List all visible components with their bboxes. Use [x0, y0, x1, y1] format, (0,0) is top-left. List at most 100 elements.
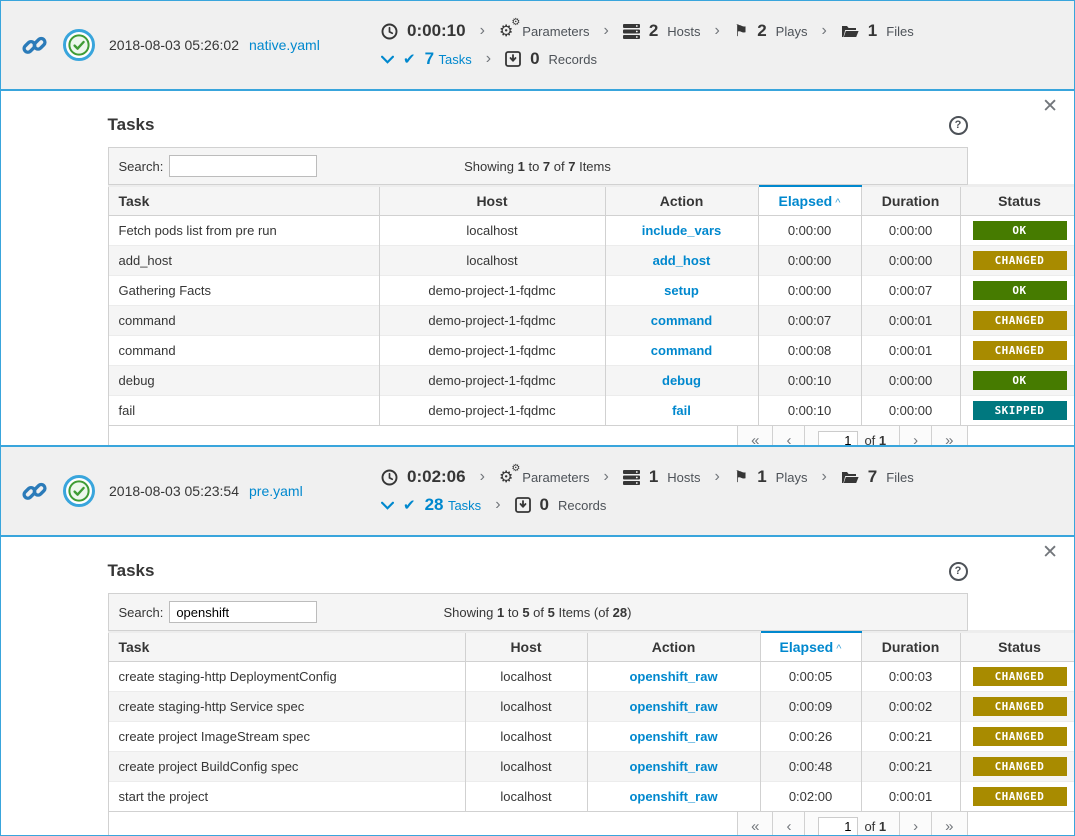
cell-duration: 0:00:03 [861, 662, 960, 692]
cell-host: demo-project-1-fqdmc [379, 306, 605, 336]
first-page-button[interactable]: « [737, 812, 772, 835]
hosts-link[interactable]: Hosts [667, 470, 700, 485]
action-link[interactable]: add_host [653, 253, 711, 268]
page-number-input[interactable] [818, 817, 858, 835]
parameters-link[interactable]: Parameters [522, 24, 589, 39]
help-icon[interactable]: ? [949, 562, 968, 581]
cell-task: Fetch pods list from pre run [108, 216, 379, 246]
column-header-host[interactable]: Host [379, 186, 605, 216]
playbook-record-bar[interactable]: 2018-08-03 05:23:54 pre.yaml 0:02:06 › ⚙… [1, 447, 1074, 537]
previous-page-button[interactable]: ‹ [772, 426, 804, 447]
close-icon[interactable]: ✕ [1042, 543, 1058, 562]
records-icon [515, 497, 531, 513]
action-link[interactable]: include_vars [642, 223, 722, 238]
cell-status: CHANGED [960, 306, 1074, 336]
parameters-link[interactable]: Parameters [522, 470, 589, 485]
cell-status: CHANGED [960, 246, 1074, 276]
chevron-down-icon[interactable] [381, 501, 394, 510]
record-timestamp: 2018-08-03 05:26:02 [109, 37, 243, 53]
column-header-action[interactable]: Action [587, 632, 760, 662]
last-page-button[interactable]: » [931, 812, 966, 835]
action-link[interactable]: openshift_raw [629, 729, 717, 744]
records-link[interactable]: Records [549, 52, 597, 67]
next-page-button[interactable]: › [899, 426, 931, 447]
column-header-task[interactable]: Task [108, 632, 465, 662]
text-segment: of [550, 159, 568, 174]
status-badge: OK [973, 371, 1067, 390]
column-label: Duration [882, 639, 940, 655]
previous-page-button[interactable]: ‹ [772, 812, 804, 835]
hosts-count: 1 [649, 467, 658, 487]
text-segment: to [504, 605, 522, 620]
panel-title: Tasks [108, 115, 155, 135]
playbook-link[interactable]: native.yaml [249, 37, 381, 53]
tasks-label: Tasks [448, 498, 481, 513]
table-header-row: TaskHost Action Elapsed ^ Duration Status [108, 632, 1074, 662]
last-page-button[interactable]: » [931, 426, 966, 447]
hosts-link[interactable]: Hosts [667, 24, 700, 39]
permalink-icon[interactable] [21, 32, 48, 59]
table-row: debugdemo-project-1-fqdmcdebug0:00:100:0… [108, 366, 1074, 396]
page-indicator: of 1 [804, 426, 899, 447]
close-icon[interactable]: ✕ [1042, 97, 1058, 116]
action-link[interactable]: openshift_raw [629, 789, 717, 804]
column-header-elapsed[interactable]: Elapsed ^ [760, 632, 861, 662]
next-page-button[interactable]: › [899, 812, 931, 835]
column-header-status[interactable]: Status [960, 186, 1074, 216]
files-link[interactable]: Files [886, 470, 913, 485]
column-label: Task [119, 193, 150, 209]
tasks-link[interactable]: 7 Tasks [425, 49, 472, 69]
column-header-status[interactable]: Status [960, 632, 1074, 662]
action-link[interactable]: setup [664, 283, 699, 298]
cell-action: openshift_raw [587, 752, 760, 782]
search-input[interactable] [169, 601, 317, 623]
action-link[interactable]: command [651, 343, 712, 358]
cell-host: demo-project-1-fqdmc [379, 336, 605, 366]
cell-host: demo-project-1-fqdmc [379, 366, 605, 396]
chevron-right-icon: › [598, 469, 613, 485]
action-link[interactable]: openshift_raw [629, 759, 717, 774]
column-header-task[interactable]: Task [108, 186, 379, 216]
action-link[interactable]: openshift_raw [629, 669, 717, 684]
column-header-action[interactable]: Action [605, 186, 758, 216]
clock-icon [381, 469, 398, 486]
page-total: of 1 [864, 819, 886, 834]
records-link[interactable]: Records [558, 498, 606, 513]
action-link[interactable]: fail [672, 403, 691, 418]
first-page-button[interactable]: « [737, 426, 772, 447]
text-segment: Showing [464, 159, 517, 174]
action-link[interactable]: openshift_raw [629, 699, 717, 714]
tasks-link[interactable]: 28 Tasks [425, 495, 482, 515]
action-link[interactable]: command [651, 313, 712, 328]
column-header-duration[interactable]: Duration [861, 186, 960, 216]
column-label: Action [652, 639, 696, 655]
page-number-input[interactable] [818, 431, 858, 448]
text-segment: 1 [518, 159, 525, 174]
table-row: create project ImageStream speclocalhost… [108, 722, 1074, 752]
cell-host: demo-project-1-fqdmc [379, 276, 605, 306]
chevron-down-icon[interactable] [381, 55, 394, 64]
action-link[interactable]: debug [662, 373, 701, 388]
column-header-elapsed[interactable]: Elapsed ^ [758, 186, 861, 216]
column-header-duration[interactable]: Duration [861, 632, 960, 662]
search-input[interactable] [169, 155, 317, 177]
column-header-host[interactable]: Host [465, 632, 587, 662]
cell-action: openshift_raw [587, 722, 760, 752]
text-segment: to [525, 159, 543, 174]
plays-link[interactable]: Plays [776, 470, 808, 485]
panel-header: Tasks ? [108, 115, 968, 135]
page-indicator: of 1 [804, 812, 899, 835]
chevron-right-icon: › [816, 469, 831, 485]
help-icon[interactable]: ? [949, 116, 968, 135]
cell-action: setup [605, 276, 758, 306]
plays-count: 2 [757, 21, 766, 41]
table-row: Fetch pods list from pre runlocalhostinc… [108, 216, 1074, 246]
playbook-link[interactable]: pre.yaml [249, 483, 381, 499]
text-segment: 5 [522, 605, 529, 620]
cell-task: create project ImageStream spec [108, 722, 465, 752]
permalink-icon[interactable] [21, 478, 48, 505]
playbook-record-bar[interactable]: 2018-08-03 05:26:02 native.yaml 0:00:10 … [1, 1, 1074, 91]
sort-asc-icon: ^ [832, 197, 840, 209]
files-link[interactable]: Files [886, 24, 913, 39]
plays-link[interactable]: Plays [776, 24, 808, 39]
